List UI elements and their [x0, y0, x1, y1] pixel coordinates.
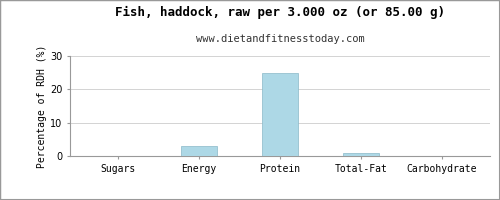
Text: Fish, haddock, raw per 3.000 oz (or 85.00 g): Fish, haddock, raw per 3.000 oz (or 85.0… [115, 6, 445, 19]
Bar [262, 73, 298, 156]
Text: www.dietandfitnesstoday.com: www.dietandfitnesstoday.com [196, 34, 364, 44]
Bar [181, 146, 218, 156]
Bar [342, 153, 379, 156]
Y-axis label: Percentage of RDH (%): Percentage of RDH (%) [37, 44, 47, 168]
